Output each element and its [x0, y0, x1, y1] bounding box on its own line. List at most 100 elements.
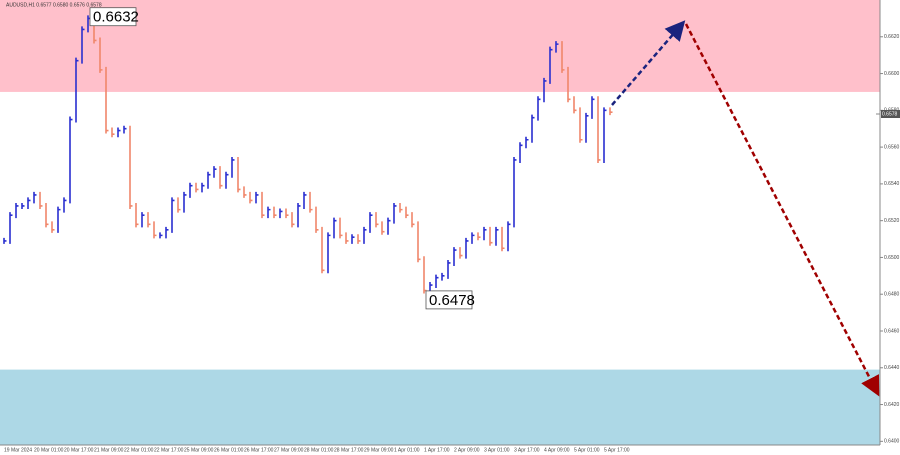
- price-bar: [249, 191, 253, 204]
- price-bar: [45, 202, 49, 228]
- price-bar: [201, 182, 205, 193]
- zone: [0, 0, 880, 92]
- price-bar: [483, 226, 487, 241]
- price-bar: [129, 125, 133, 209]
- y-tick-label: 0.6540: [884, 181, 900, 187]
- price-bar: [39, 191, 43, 209]
- price-bar: [345, 232, 349, 244]
- price-bar: [387, 217, 391, 235]
- y-tick-label: 0.6480: [884, 292, 900, 298]
- price-bar: [567, 66, 571, 103]
- price-bar: [225, 171, 229, 189]
- price-bar: [111, 127, 115, 138]
- price-bar: [147, 212, 151, 228]
- price-bar: [15, 202, 19, 219]
- price-bar: [117, 127, 121, 138]
- price-bar: [525, 136, 529, 149]
- price-bar: [591, 96, 595, 119]
- price-bar: [153, 221, 157, 239]
- x-tick-label: 21 Mar 09:00: [94, 447, 124, 453]
- price-bar: [279, 208, 283, 219]
- x-tick-label: 28 Mar 01:00: [304, 447, 334, 453]
- price-bar: [141, 212, 145, 228]
- x-tick-label: 3 Apr 17:00: [514, 447, 540, 453]
- price-bar: [309, 191, 313, 213]
- x-tick-label: 5 Apr 01:00: [574, 447, 600, 453]
- price-bar: [537, 96, 541, 121]
- price-bar: [357, 234, 361, 244]
- price-bar: [69, 116, 73, 204]
- price-bar: [231, 156, 235, 178]
- price-bar: [351, 234, 355, 244]
- price-bar: [75, 57, 79, 123]
- price-bar: [471, 232, 475, 244]
- price-bar: [459, 247, 463, 259]
- annotation: 0.6478: [429, 292, 475, 309]
- price-bar: [369, 212, 373, 233]
- price-bar: [513, 156, 517, 228]
- price-bar: [123, 125, 127, 134]
- price-bar: [183, 191, 187, 213]
- chart-title: AUDUSD,H1 0.6577 0.6580 0.6576 0.6578: [6, 2, 102, 8]
- price-bar: [315, 206, 319, 233]
- price-bar: [381, 221, 385, 235]
- price-bar: [21, 202, 25, 209]
- x-tick-label: 1 Apr 01:00: [394, 447, 420, 453]
- price-bar: [3, 237, 7, 244]
- annotation-box: [425, 290, 473, 310]
- x-tick-label: 26 Mar 17:00: [244, 447, 274, 453]
- price-bar: [399, 202, 403, 213]
- price-bar: [213, 166, 217, 178]
- price-bar: [375, 212, 379, 228]
- y-tick-label: 0.6600: [884, 71, 900, 77]
- current-price-label: 0.6578: [882, 111, 898, 117]
- annotation: 0.6632: [93, 9, 139, 26]
- price-bar: [411, 212, 415, 228]
- y-tick-label: 0.6420: [884, 402, 900, 408]
- price-bar: [33, 191, 37, 204]
- price-bar: [207, 171, 211, 189]
- price-bar: [573, 96, 577, 114]
- price-bar: [417, 221, 421, 263]
- price-bar: [27, 197, 31, 209]
- price-bar: [465, 237, 469, 259]
- price-bar: [585, 112, 589, 143]
- y-tick-label: 0.6400: [884, 439, 900, 445]
- price-bar: [363, 226, 367, 244]
- x-tick-label: 5 Apr 17:00: [604, 447, 630, 453]
- price-bar: [177, 197, 181, 213]
- price-bar: [51, 221, 55, 233]
- price-bar: [285, 208, 289, 219]
- price-bar: [297, 202, 301, 228]
- price-bar: [477, 232, 481, 241]
- price-bar: [261, 191, 265, 219]
- price-bar: [255, 191, 259, 204]
- x-tick-label: 28 Mar 17:00: [334, 447, 364, 453]
- price-bar: [603, 107, 607, 163]
- price-bar: [333, 217, 337, 239]
- x-tick-label: 20 Mar 17:00: [64, 447, 94, 453]
- price-bar: [579, 107, 583, 143]
- price-bar: [597, 96, 601, 163]
- price-bar: [63, 197, 67, 213]
- price-bar: [237, 156, 241, 193]
- x-tick-label: 4 Apr 09:00: [544, 447, 570, 453]
- x-tick-label: 1 Apr 17:00: [424, 447, 450, 453]
- price-bar: [135, 202, 139, 228]
- price-bar: [159, 232, 163, 239]
- price-bar: [423, 256, 427, 294]
- y-tick-label: 0.6620: [884, 34, 900, 40]
- x-tick-label: 22 Mar 01:00: [124, 447, 154, 453]
- price-bar: [519, 142, 523, 163]
- x-tick-label: 22 Mar 17:00: [154, 447, 184, 453]
- x-tick-label: 3 Apr 01:00: [484, 447, 510, 453]
- zone: [0, 369, 880, 445]
- x-tick-label: 27 Mar 09:00: [274, 447, 304, 453]
- price-bar: [507, 221, 511, 252]
- price-bar: [165, 226, 169, 239]
- price-bar: [321, 226, 325, 274]
- price-bar: [447, 259, 451, 279]
- price-bar: [561, 41, 565, 73]
- x-tick-label: 25 Mar 09:00: [184, 447, 214, 453]
